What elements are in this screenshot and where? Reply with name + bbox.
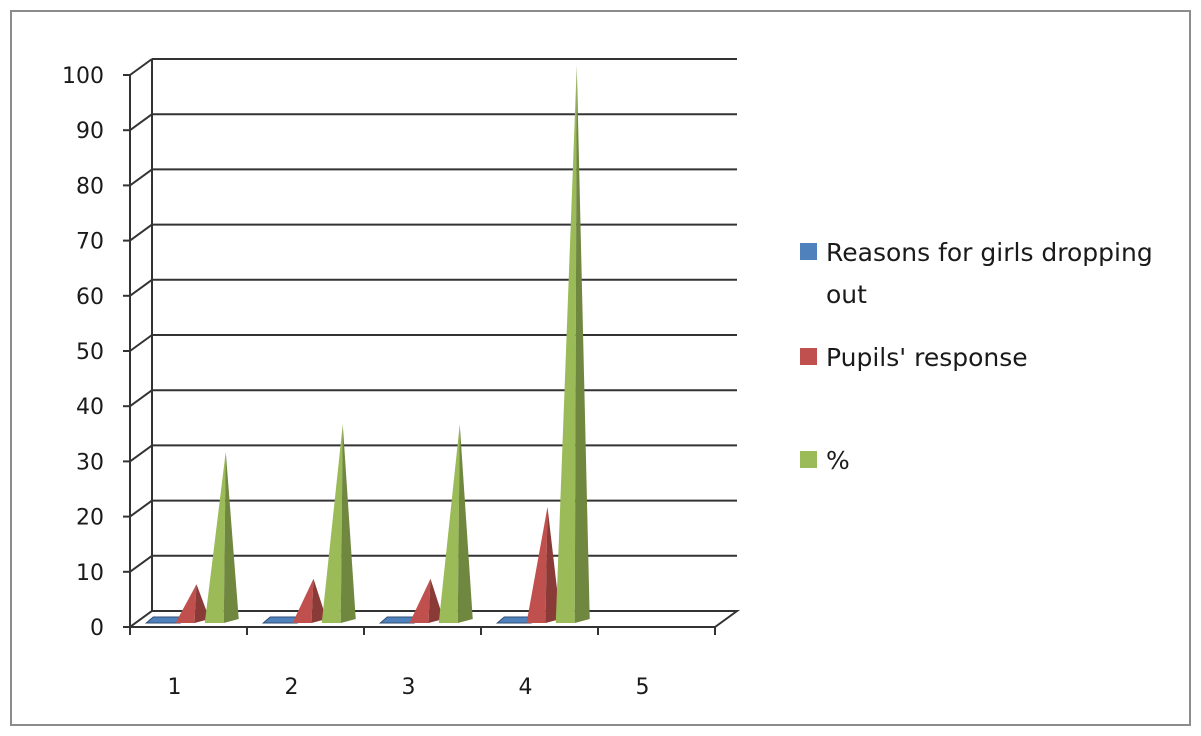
bar-side-face [457,424,473,623]
y-tick-label: 50 [76,340,104,365]
gridline-side [129,223,153,242]
x-axis-tick-labels: 1 2 3 4 5 [168,675,650,700]
legend-swatch [800,243,817,260]
bar-front-face [409,578,431,623]
gridline-side [129,554,153,573]
legend: Reasons for girls dropping out Pupils' res… [800,238,1153,475]
gridline-side [129,334,153,352]
gridline-side [129,499,153,518]
gridline-side [129,58,153,76]
y-tick-label: 20 [76,506,104,531]
bar-front-face [555,65,577,623]
y-tick-label: 90 [76,119,104,144]
x-tick-label: 4 [519,675,533,700]
x-tick-label: 5 [636,675,650,700]
bar-side-face [223,451,239,623]
legend-label: % [826,446,850,475]
y-tick-label: 60 [76,285,104,310]
bar-front-face [292,578,314,623]
bar-side-face [340,424,356,623]
bar-side-face [194,584,210,623]
bar-front-face [438,424,460,623]
y-axis-tick-labels: 0 10 20 30 40 50 60 70 80 90 100 [62,64,104,641]
y-tick-label: 100 [62,64,104,89]
y-tick-label: 0 [90,616,104,641]
bar-front-face [175,584,197,623]
bar-side-face [428,578,444,623]
bar-front-face [526,507,548,623]
y-tick-label: 10 [76,561,104,586]
gridlines [129,58,737,628]
legend-swatch [800,451,817,468]
bar-front-face [321,424,343,623]
bar-side-face [574,65,590,623]
gridline-side [129,444,153,463]
pyramid-bars [144,65,590,624]
bar-side-face [311,578,327,623]
gridline-side [129,278,153,297]
bar-side-face [545,507,561,623]
x-tick-label: 1 [168,675,182,700]
legend-label: Pupils' response [826,343,1028,372]
y-tick-label: 70 [76,230,104,255]
y-tick-label: 30 [76,450,104,475]
legend-label: out [826,280,867,309]
gridline-side [129,389,153,408]
gridline-side [129,168,153,187]
x-tick-label: 3 [402,675,416,700]
gridline-side [129,113,153,132]
y-tick-label: 80 [76,174,104,199]
x-tick-label: 2 [285,675,299,700]
bar-front-face [204,451,226,623]
legend-swatch [800,348,817,365]
legend-label: Reasons for girls dropping [826,238,1153,267]
y-tick-label: 40 [76,395,104,420]
